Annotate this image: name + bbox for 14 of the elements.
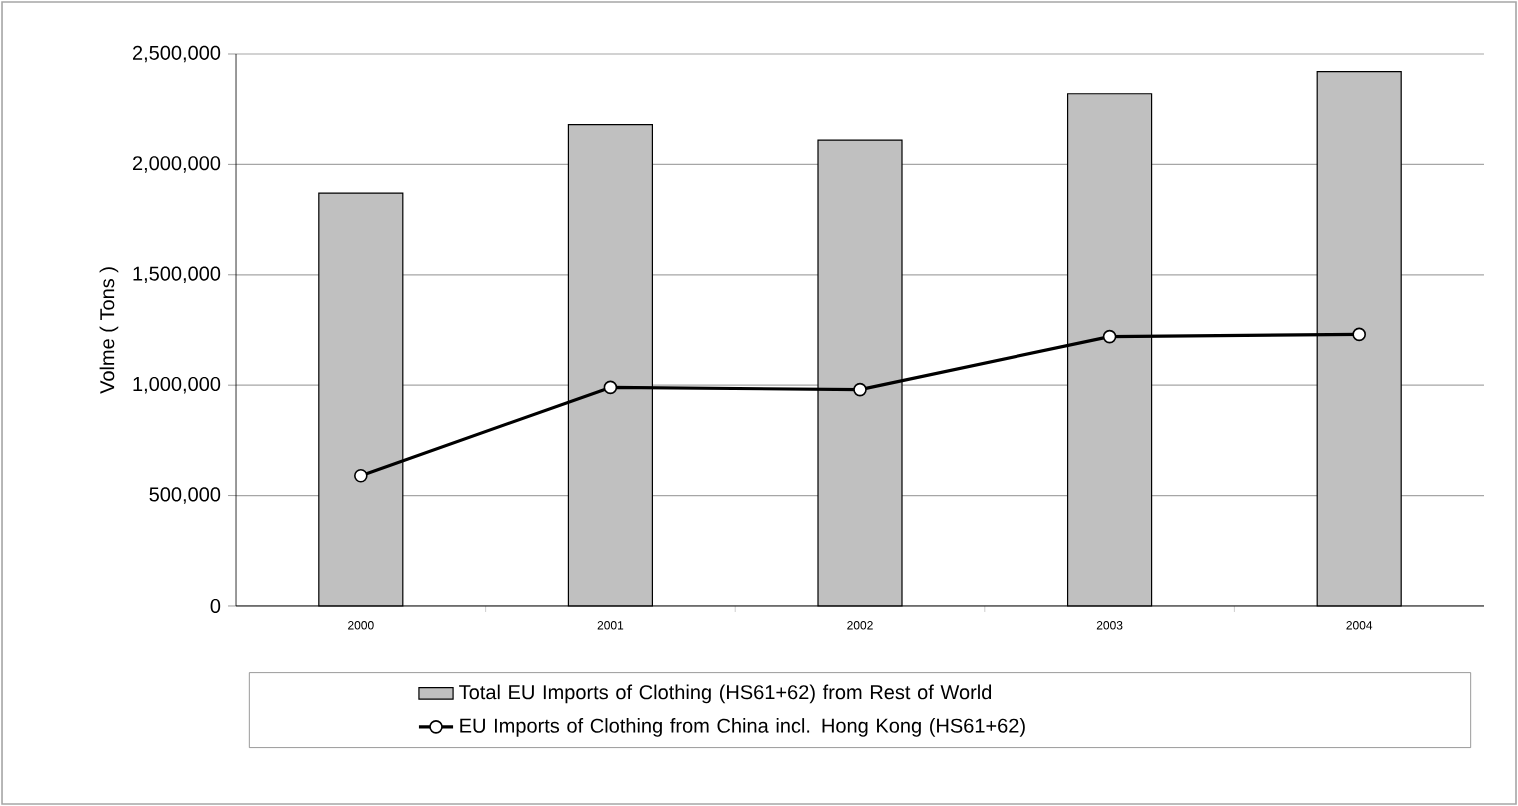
y-axis-title: Volme ( Tons ) [99,267,119,394]
point [603,380,618,395]
y-tick-label: 2,000,000 [132,156,221,173]
y-tick-label: 1,500,000 [133,266,221,284]
legend-label: EU Imports of Clothing from China incl. Hong Kong (HS61+62) [460,718,1025,737]
point [1352,327,1366,342]
legend-label: Total EU Imports of Clothing (HS61+62) from Rest of World [459,684,992,704]
y-tick-label: 0 [210,598,221,614]
point [354,468,368,483]
y-tick-label: 1,000,000 [133,376,221,394]
y-tick-label: 2,500,000 [132,45,221,63]
point [1102,329,1117,344]
y-tick-label: 500,000 [149,487,221,504]
point [853,382,867,397]
